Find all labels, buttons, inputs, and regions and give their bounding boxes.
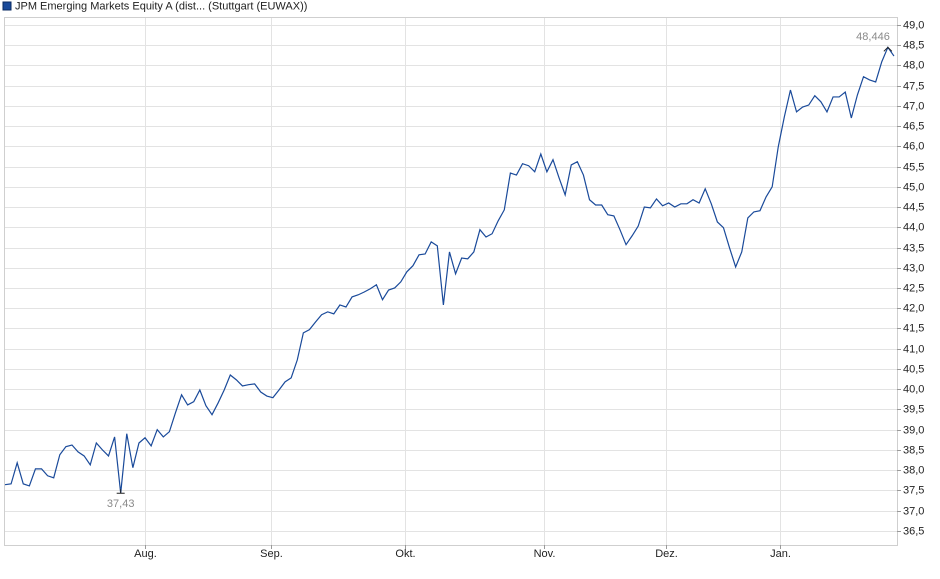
y-tick-label: 37,0 [903,505,924,517]
y-tick-label: 45,0 [903,181,924,193]
x-tick-label: Okt. [395,548,415,560]
y-tick-label: 41,5 [903,322,924,334]
y-tick-label: 48,5 [903,39,924,51]
x-tick-label: Aug. [134,548,157,560]
y-tick-label: 43,5 [903,242,924,254]
x-tick-label: Nov. [534,548,556,560]
legend: JPM Emerging Markets Equity A (dist... (… [2,0,307,12]
y-tick-label: 42,5 [903,282,924,294]
y-tick-label: 38,5 [903,444,924,456]
y-tick-label: 49,0 [903,19,924,31]
y-tick-label: 45,5 [903,161,924,173]
y-tick-label: 47,0 [903,100,924,112]
x-tick-label: Dez. [655,548,678,560]
y-tick-label: 48,0 [903,59,924,71]
value-label: 37,43 [107,498,135,510]
y-tick-label: 47,5 [903,80,924,92]
x-tick-label: Sep. [260,548,283,560]
y-tick-label: 44,0 [903,221,924,233]
y-tick-label: 46,0 [903,140,924,152]
legend-swatch [2,1,12,11]
y-tick-label: 40,0 [903,383,924,395]
y-tick-label: 39,0 [903,424,924,436]
series-line [4,46,895,494]
y-tick-label: 41,0 [903,343,924,355]
extreme-marker [883,46,893,52]
y-tick-label: 43,0 [903,262,924,274]
y-tick-label: 37,5 [903,484,924,496]
y-tick-label: 36,5 [903,525,924,537]
legend-label: JPM Emerging Markets Equity A (dist... (… [15,0,307,12]
y-tick-label: 40,5 [903,363,924,375]
x-tick-label: Jan. [770,548,791,560]
plot-frame [4,17,898,546]
extreme-marker [116,489,125,494]
value-label: 48,446 [856,31,890,43]
y-tick-label: 46,5 [903,120,924,132]
y-tick-label: 38,0 [903,464,924,476]
y-tick-label: 42,0 [903,302,924,314]
y-tick-label: 39,5 [903,403,924,415]
y-tick-label: 44,5 [903,201,924,213]
